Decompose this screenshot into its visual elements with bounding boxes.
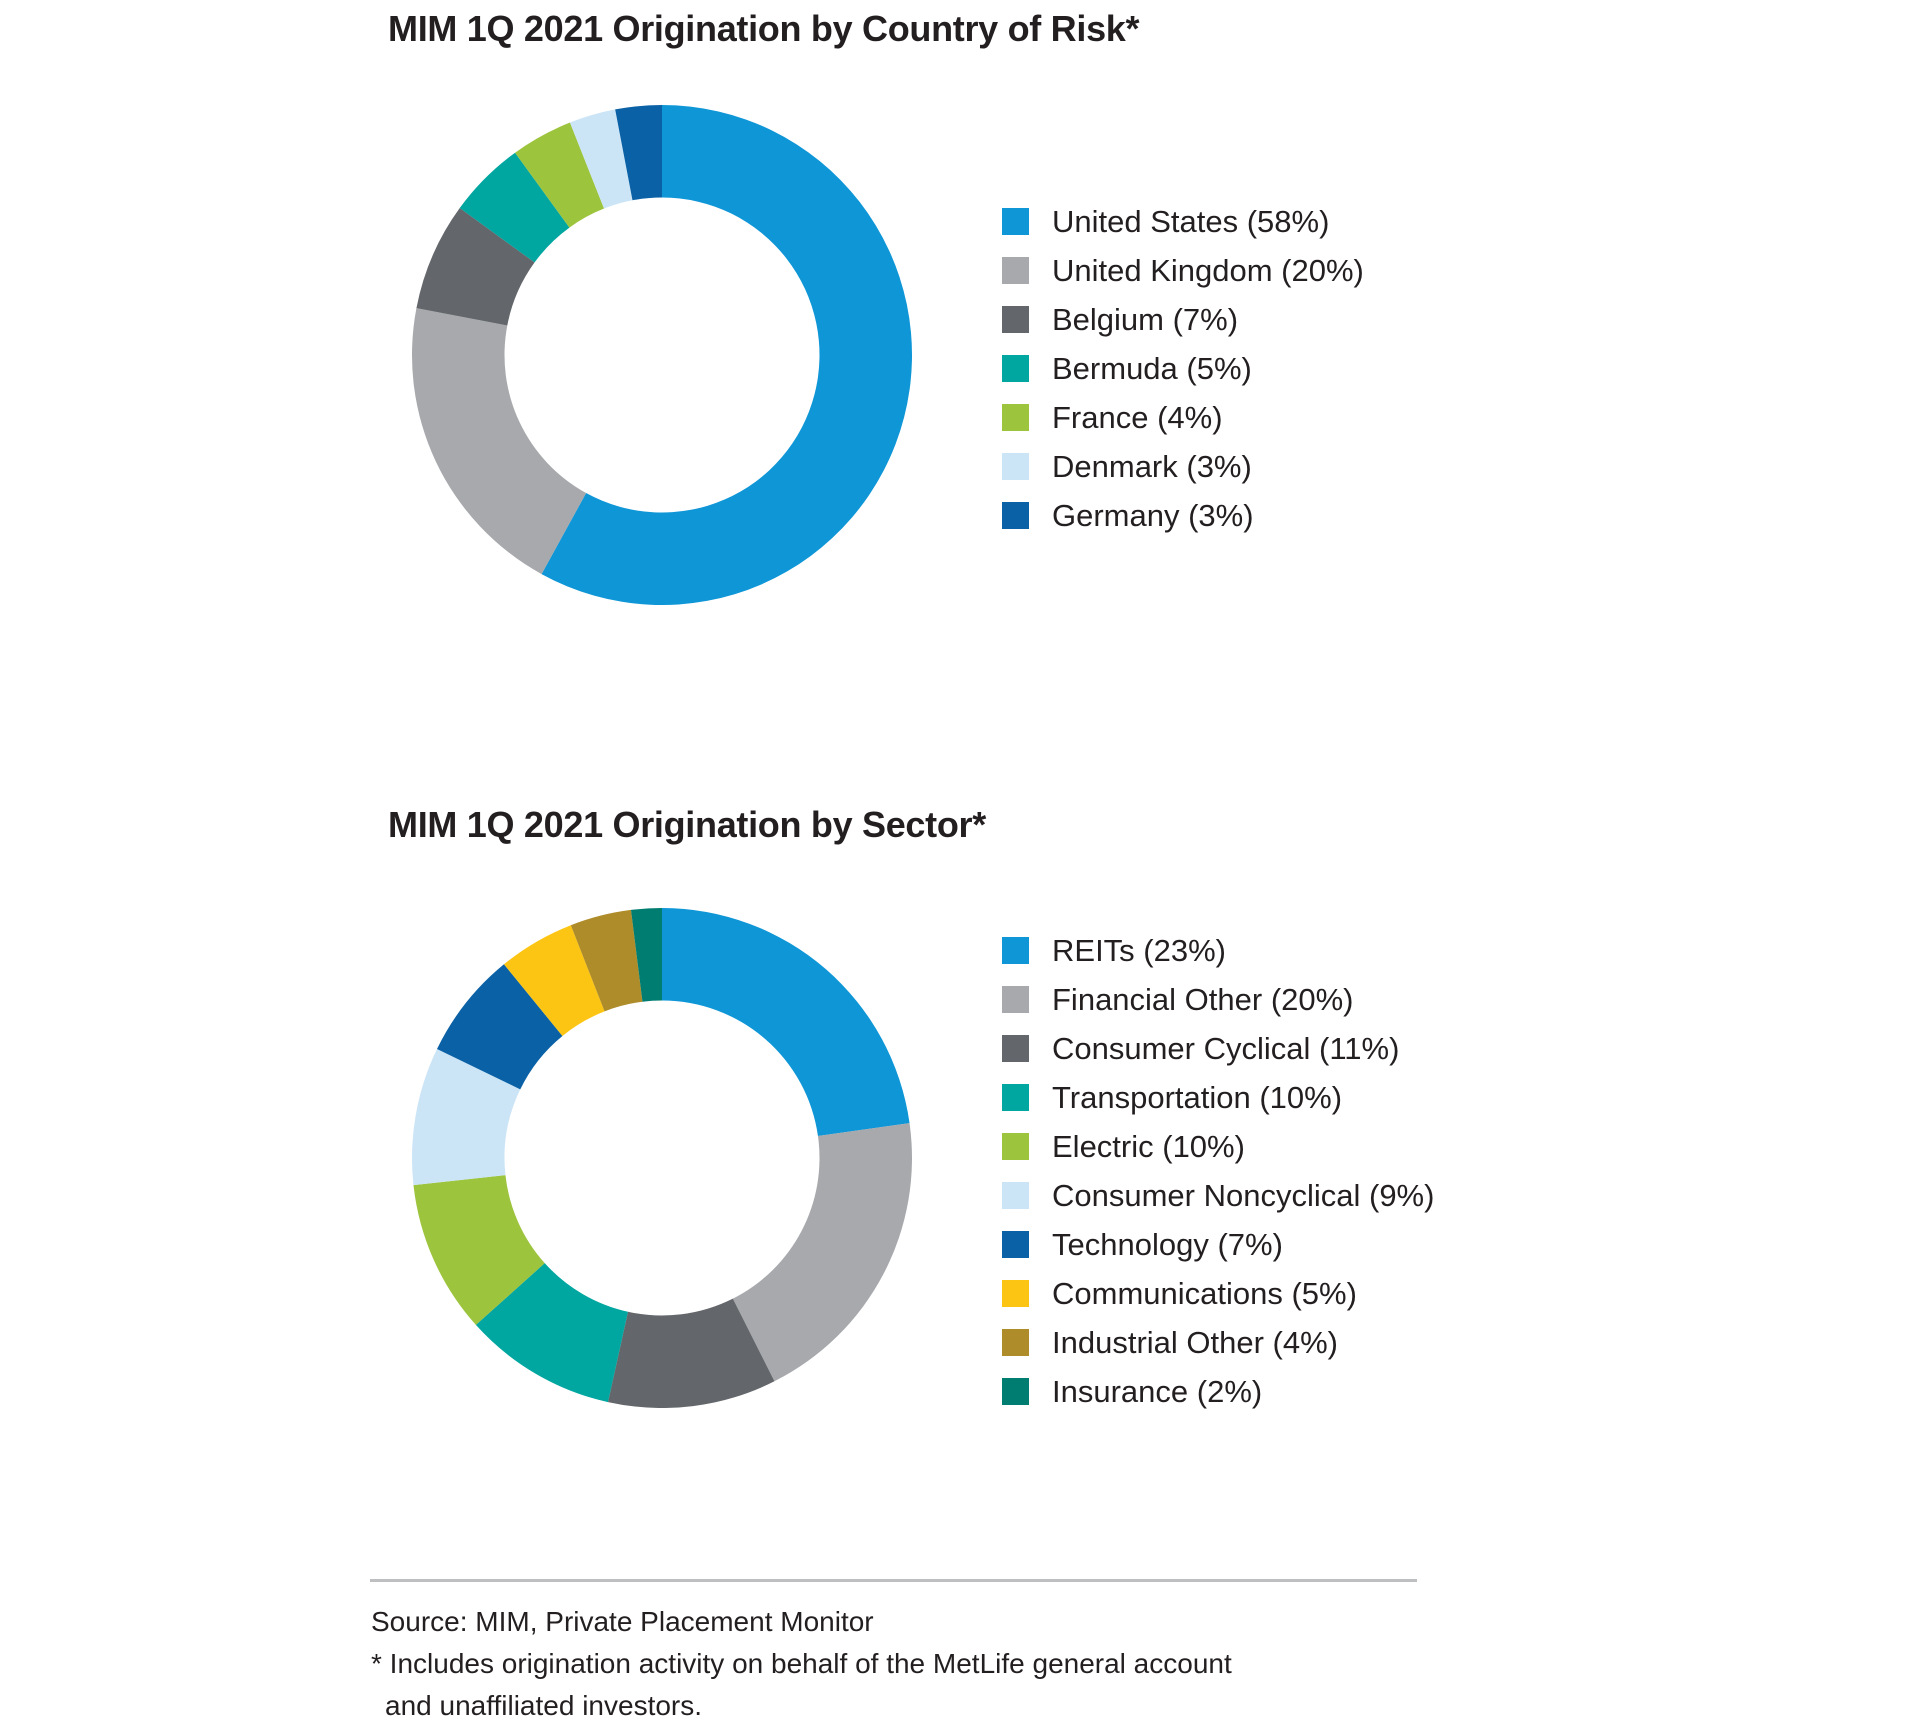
donut-segment-transportation bbox=[475, 1263, 628, 1403]
legend-sector: REITs (23%) Financial Other (20%) Consumer… bbox=[1002, 926, 1434, 1416]
donut-segment-united-states bbox=[541, 105, 912, 605]
legend-country-of-risk: United States (58%) United Kingdom (20%) B… bbox=[1002, 197, 1364, 540]
legend-label: Industrial Other (4%) bbox=[1052, 1324, 1338, 1360]
legend-swatch bbox=[1002, 1035, 1029, 1062]
donut-svg-sector bbox=[412, 908, 912, 1408]
footer: Source: MIM, Private Placement Monitor *… bbox=[371, 1601, 1232, 1722]
legend-item-united-states: United States (58%) bbox=[1002, 197, 1364, 246]
legend-swatch bbox=[1002, 1329, 1029, 1356]
legend-swatch bbox=[1002, 1133, 1029, 1160]
chart-title-sector: MIM 1Q 2021 Origination by Sector* bbox=[388, 804, 986, 845]
legend-swatch bbox=[1002, 1084, 1029, 1111]
footnote-line-2: and unaffiliated investors. bbox=[385, 1690, 703, 1721]
legend-label: Technology (7%) bbox=[1052, 1226, 1283, 1262]
legend-item-insurance: Insurance (2%) bbox=[1002, 1367, 1434, 1416]
legend-label: Bermuda (5%) bbox=[1052, 350, 1252, 386]
legend-label: Belgium (7%) bbox=[1052, 301, 1239, 337]
legend-label: Denmark (3%) bbox=[1052, 448, 1252, 484]
legend-item-financial-other: Financial Other (20%) bbox=[1002, 975, 1434, 1024]
legend-swatch bbox=[1002, 257, 1029, 284]
legend-item-communications: Communications (5%) bbox=[1002, 1269, 1434, 1318]
legend-swatch bbox=[1002, 306, 1029, 333]
legend-swatch bbox=[1002, 208, 1029, 235]
legend-item-reits: REITs (23%) bbox=[1002, 926, 1434, 975]
source-text: Source: MIM, Private Placement Monitor bbox=[371, 1606, 874, 1637]
legend-label: Consumer Cyclical (11%) bbox=[1052, 1030, 1400, 1066]
donut-segment-technology bbox=[436, 964, 563, 1090]
legend-label: France (4%) bbox=[1052, 399, 1223, 435]
divider-line bbox=[370, 1579, 1417, 1582]
donut-segment-belgium bbox=[416, 208, 535, 326]
legend-swatch bbox=[1002, 502, 1029, 529]
legend-item-united-kingdom: United Kingdom (20%) bbox=[1002, 246, 1364, 295]
donut-segment-bermuda bbox=[459, 152, 570, 263]
legend-item-consumer-cyclical: Consumer Cyclical (11%) bbox=[1002, 1024, 1434, 1073]
legend-swatch bbox=[1002, 1378, 1029, 1405]
donut-segment-france bbox=[515, 122, 605, 228]
legend-label: Germany (3%) bbox=[1052, 497, 1254, 533]
legend-label: United Kingdom (20%) bbox=[1052, 252, 1364, 288]
legend-item-industrial-other: Industrial Other (4%) bbox=[1002, 1318, 1434, 1367]
footnote-line-1: * Includes origination activity on behal… bbox=[371, 1648, 1232, 1679]
legend-label: Insurance (2%) bbox=[1052, 1373, 1263, 1409]
legend-label: Communications (5%) bbox=[1052, 1275, 1357, 1311]
legend-swatch bbox=[1002, 1280, 1029, 1307]
legend-item-germany: Germany (3%) bbox=[1002, 491, 1364, 540]
legend-item-consumer-noncyclical: Consumer Noncyclical (9%) bbox=[1002, 1171, 1434, 1220]
legend-swatch bbox=[1002, 355, 1029, 382]
legend-item-france: France (4%) bbox=[1002, 393, 1364, 442]
legend-label: Electric (10%) bbox=[1052, 1128, 1245, 1164]
chart-title-country-of-risk: MIM 1Q 2021 Origination by Country of Ri… bbox=[388, 8, 1140, 49]
legend-swatch bbox=[1002, 1231, 1029, 1258]
legend-label: REITs (23%) bbox=[1052, 932, 1226, 968]
legend-label: Transportation (10%) bbox=[1052, 1079, 1343, 1115]
legend-label: Consumer Noncyclical (9%) bbox=[1052, 1177, 1435, 1213]
donut-segment-insurance bbox=[630, 908, 662, 1002]
legend-item-electric: Electric (10%) bbox=[1002, 1122, 1434, 1171]
legend-swatch bbox=[1002, 986, 1029, 1013]
legend-swatch bbox=[1002, 937, 1029, 964]
donut-segment-germany bbox=[615, 105, 662, 201]
donut-segment-united-kingdom bbox=[412, 308, 587, 575]
legend-swatch bbox=[1002, 404, 1029, 431]
donut-segment-consumer-noncyclical bbox=[412, 1049, 521, 1186]
legend-item-denmark: Denmark (3%) bbox=[1002, 442, 1364, 491]
donut-chart-sector bbox=[412, 908, 912, 1408]
legend-item-transportation: Transportation (10%) bbox=[1002, 1073, 1434, 1122]
donut-segment-consumer-cyclical bbox=[607, 1298, 775, 1408]
legend-item-technology: Technology (7%) bbox=[1002, 1220, 1434, 1269]
donut-segment-electric bbox=[413, 1175, 545, 1325]
legend-item-belgium: Belgium (7%) bbox=[1002, 295, 1364, 344]
legend-item-bermuda: Bermuda (5%) bbox=[1002, 344, 1364, 393]
legend-label: United States (58%) bbox=[1052, 203, 1330, 239]
donut-svg-country-of-risk bbox=[412, 105, 912, 605]
donut-segment-communications bbox=[503, 925, 605, 1036]
donut-segment-financial-other bbox=[732, 1123, 912, 1382]
donut-chart-country-of-risk bbox=[412, 105, 912, 605]
legend-label: Financial Other (20%) bbox=[1052, 981, 1354, 1017]
donut-segment-industrial-other bbox=[570, 909, 643, 1012]
legend-swatch bbox=[1002, 1182, 1029, 1209]
donut-segment-denmark bbox=[569, 109, 633, 209]
donut-segment-reits bbox=[662, 908, 910, 1137]
legend-swatch bbox=[1002, 453, 1029, 480]
